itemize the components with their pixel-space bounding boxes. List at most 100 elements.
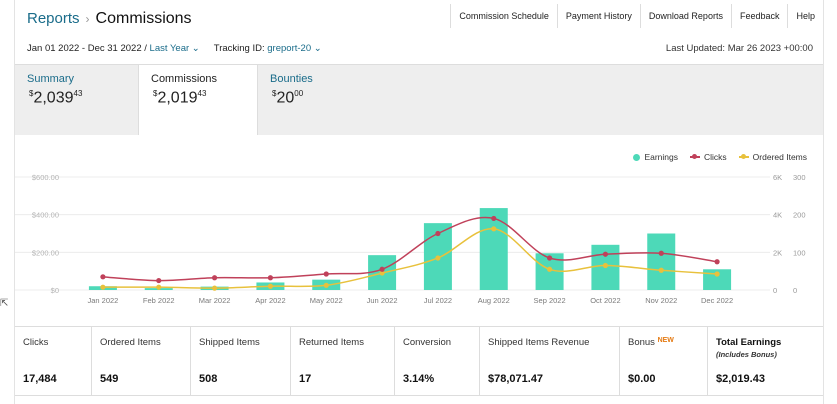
help-link[interactable]: Help — [796, 11, 815, 21]
date-range-text: Jan 01 2022 - Dec 31 2022 / — [27, 43, 150, 54]
right-outer-axis-tick-label: 2K — [773, 248, 782, 257]
tab-summary-value: $2,03943 — [29, 89, 82, 107]
stat-ordered-items-value: 549 — [100, 373, 119, 385]
amount-whole: 2,019 — [157, 89, 198, 107]
x-axis-tick-label: Feb 2022 — [143, 296, 175, 305]
right-inner-axis-tick-label: 0 — [793, 286, 797, 295]
left-axis-tick-label: $600.00 — [32, 173, 59, 182]
tracking-id-dropdown[interactable]: Tracking ID: greport-20 ⌄ — [214, 43, 322, 54]
stat-total-earnings-sublabel: (Includes Bonus) — [716, 350, 777, 359]
right-inner-axis-tick-label: 100 — [793, 248, 806, 257]
left-axis-tick-label: $200.00 — [32, 248, 59, 257]
stat-shipped-items: Shipped Items 508 — [191, 327, 291, 395]
breadcrumb: Reports › Commissions — [27, 10, 192, 28]
point-ordered-items — [658, 267, 664, 273]
right-outer-axis-tick-label: 6K — [773, 173, 782, 182]
stat-shipped-items-value: 508 — [199, 373, 218, 385]
point-ordered-items — [100, 284, 106, 290]
currency-symbol: $ — [153, 89, 158, 98]
tracking-id-label: Tracking ID: — [213, 43, 268, 54]
left-axis-tick-label: $0 — [51, 286, 59, 295]
x-axis-tick-label: Nov 2022 — [645, 296, 677, 305]
top-navigation: Commission Schedule Payment History Down… — [450, 4, 823, 28]
chart-legend: Earnings Clicks Ordered Items — [633, 152, 807, 162]
stat-returned-items-value: 17 — [299, 373, 312, 385]
legend-ordered-label: Ordered Items — [752, 152, 807, 162]
stat-conversion: Conversion 3.14% — [395, 327, 480, 395]
point-clicks — [156, 277, 162, 284]
x-axis-tick-label: Oct 2022 — [590, 296, 620, 305]
amount-whole: 20 — [276, 89, 295, 107]
report-panel: Reports › Commissions Commission Schedule … — [14, 0, 824, 404]
stat-conversion-value: 3.14% — [403, 373, 435, 385]
legend-ordered-items[interactable]: Ordered Items — [738, 152, 807, 162]
point-clicks — [602, 251, 609, 257]
point-clicks — [211, 275, 218, 281]
point-ordered-items — [546, 266, 553, 272]
amount-cents: 00 — [294, 89, 304, 98]
tab-summary[interactable]: Summary $2,03943 — [15, 65, 138, 135]
point-clicks — [323, 271, 329, 277]
amount-cents: 43 — [73, 89, 83, 98]
stat-bonus-label: Bonus NEW — [628, 337, 674, 348]
point-ordered-items — [156, 284, 162, 290]
right-outer-axis-tick-label: 0 — [773, 286, 777, 295]
point-clicks — [267, 275, 274, 281]
tab-bounties-label: Bounties — [270, 73, 313, 85]
currency-symbol: $ — [272, 89, 277, 98]
stat-shipped-revenue-label: Shipped Items Revenue — [488, 337, 590, 348]
point-ordered-items — [323, 282, 329, 288]
point-ordered-items — [714, 271, 720, 277]
stat-total-earnings-label: Total Earnings — [716, 337, 782, 348]
active-tab-caret-icon — [191, 134, 207, 141]
stat-total-earnings: Total Earnings (Includes Bonus) $2,019.43 — [708, 327, 823, 395]
feedback-link[interactable]: Feedback — [732, 4, 789, 28]
x-axis-tick-label: Sep 2022 — [534, 296, 566, 305]
stat-clicks-label: Clicks — [23, 337, 49, 348]
left-axis-tick-label: $400.00 — [32, 211, 59, 220]
tab-summary-label: Summary — [27, 73, 75, 85]
x-axis-tick-label: Jul 2022 — [424, 296, 452, 305]
x-axis-tick-label: Dec 2022 — [701, 296, 733, 305]
stat-returned-items: Returned Items 17 — [291, 327, 395, 395]
point-clicks — [658, 250, 664, 256]
stat-shipped-revenue: Shipped Items Revenue $78,071.47 — [480, 327, 620, 395]
stat-shipped-revenue-value: $78,071.47 — [488, 373, 544, 385]
tab-bounties-value: $2000 — [272, 89, 303, 107]
stat-bonus-value: $0.00 — [628, 373, 656, 385]
x-axis-tick-label: Jan 2022 — [87, 296, 118, 305]
x-axis-tick-label: Jun 2022 — [367, 296, 398, 305]
earnings-swatch-icon — [633, 153, 641, 161]
legend-earnings[interactable]: Earnings — [633, 152, 678, 162]
point-clicks — [714, 259, 720, 265]
date-range-dropdown[interactable]: Jan 01 2022 - Dec 31 2022 / Last Year ⌄ — [27, 43, 200, 54]
stats-bar: Clicks 17,484 Ordered Items 549 Shipped It… — [15, 326, 823, 396]
legend-clicks-label: Clicks — [704, 152, 727, 162]
right-inner-axis-tick-label: 300 — [793, 173, 806, 182]
tab-bounties[interactable]: Bounties $2000 — [258, 65, 378, 135]
point-clicks — [435, 230, 441, 237]
tab-commissions[interactable]: Commissions $2,01943 — [138, 65, 258, 135]
commission-schedule-link[interactable]: Commission Schedule — [451, 4, 558, 28]
page-title: Commissions — [95, 10, 192, 27]
point-ordered-items — [211, 285, 218, 291]
range-preset-text: Last Year — [149, 43, 190, 54]
point-ordered-items — [267, 283, 274, 289]
currency-symbol: $ — [29, 89, 34, 98]
tab-commissions-label: Commissions — [151, 73, 218, 85]
payment-history-link[interactable]: Payment History — [558, 4, 641, 28]
breadcrumb-reports-link[interactable]: Reports — [27, 10, 80, 27]
legend-clicks[interactable]: Clicks — [690, 152, 727, 162]
x-axis-tick-label: Apr 2022 — [255, 296, 285, 305]
last-updated-text: Last Updated: Mar 26 2023 +00:00 — [665, 43, 813, 54]
mouse-cursor-icon: ⇱ — [0, 298, 9, 309]
x-axis-tick-label: Mar 2022 — [199, 296, 231, 305]
stat-shipped-items-label: Shipped Items — [199, 337, 260, 348]
clicks-swatch-icon — [690, 154, 700, 159]
new-badge: NEW — [657, 337, 674, 344]
stat-ordered-items-label: Ordered Items — [100, 337, 161, 348]
point-clicks — [100, 274, 106, 280]
point-ordered-items — [491, 226, 497, 232]
download-reports-link[interactable]: Download Reports — [641, 4, 732, 28]
earnings-chart: $0 $200.00 $400.00 $600.00 0 2K 4K 6K 0 100 200 300… — [15, 173, 806, 305]
